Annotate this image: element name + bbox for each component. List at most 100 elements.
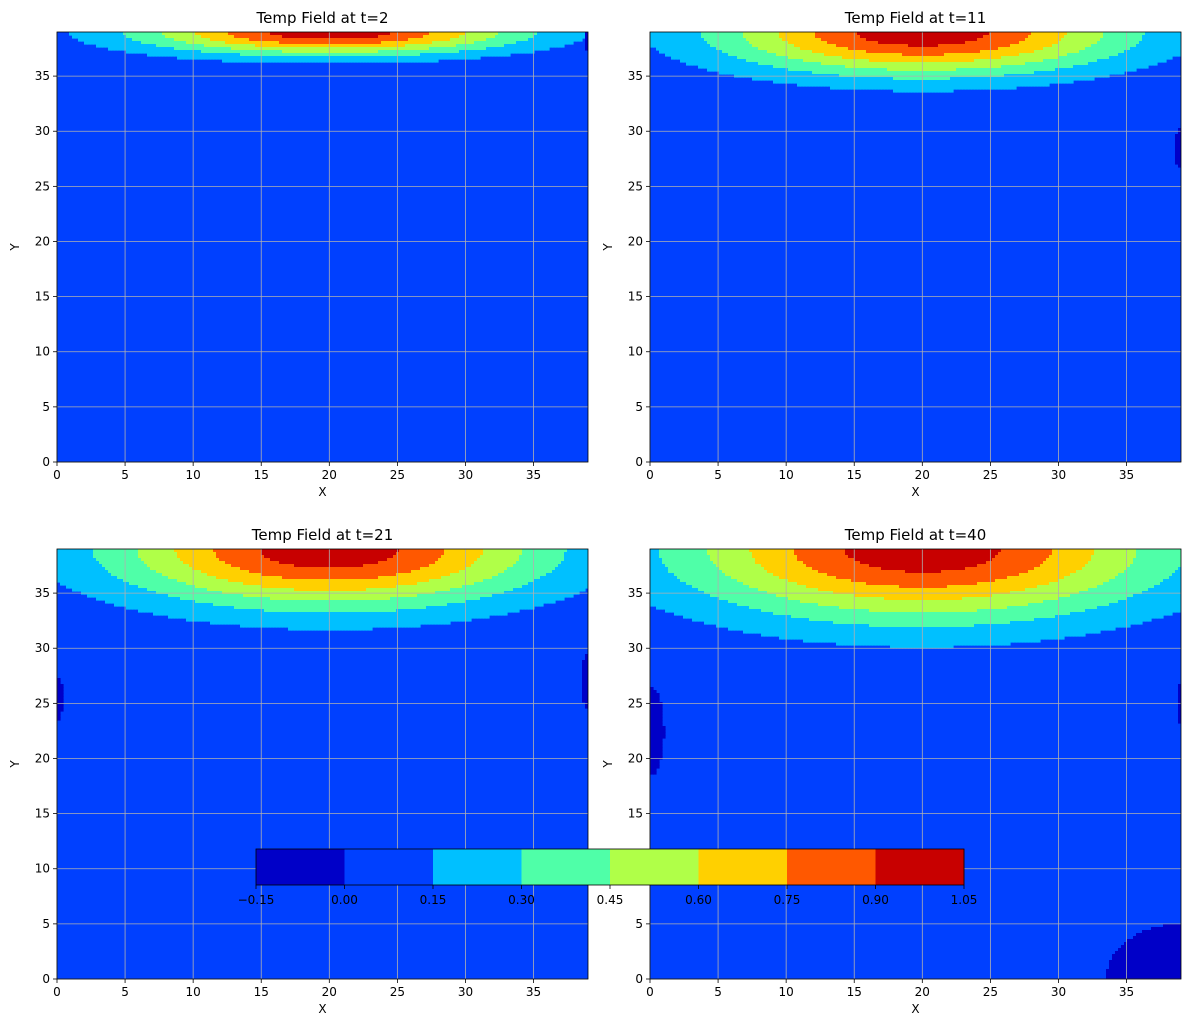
contour-cell (689, 59, 693, 63)
contour-cell (114, 44, 118, 48)
contour-cell (1166, 47, 1170, 51)
contour-cell (417, 47, 421, 51)
contour-cell (935, 65, 939, 69)
contour-cell (857, 50, 861, 54)
contour-cell (522, 50, 526, 54)
contour-cell (132, 38, 136, 42)
contour-cell (381, 44, 385, 48)
contour-cell (1067, 56, 1071, 60)
contour-cell (468, 555, 472, 559)
contour-cell (677, 47, 681, 51)
contour-cell (105, 555, 109, 559)
contour-cell (878, 38, 882, 42)
contour-cell (1058, 50, 1062, 54)
contour-cell (147, 552, 151, 556)
contour-cell (884, 65, 888, 69)
contour-cell (797, 44, 801, 48)
contour-cell (261, 44, 265, 48)
contour-cell (225, 47, 229, 51)
contour-cell (725, 38, 729, 42)
contour-cell (324, 555, 328, 559)
y-axis-label: Y (601, 243, 615, 252)
contour-cell (318, 47, 322, 51)
contour-cell (692, 50, 696, 54)
contour-cell (776, 56, 780, 60)
contour-cell (989, 53, 993, 57)
contour-cell (896, 47, 900, 51)
contour-cell (495, 38, 499, 42)
contour-cell (204, 53, 208, 57)
contour-cell (1004, 80, 1008, 84)
contour-cell (1019, 62, 1023, 66)
contour-cell (414, 552, 418, 556)
contour-cell (144, 558, 148, 562)
contour-cell (516, 38, 520, 42)
contour-cell (1148, 38, 1152, 42)
contour-cell (531, 552, 535, 556)
contour-cell (390, 38, 394, 42)
contour-cell (369, 549, 373, 553)
contour-cell (507, 47, 511, 51)
contour-cell (1055, 47, 1059, 51)
contour-cell (827, 47, 831, 51)
contour-cell (713, 59, 717, 63)
contour-cell (752, 56, 756, 60)
contour-cell (980, 50, 984, 54)
contour-cell (1049, 53, 1053, 57)
contour-cell (1118, 47, 1122, 51)
contour-cell (923, 56, 927, 60)
contour-cell (1073, 56, 1077, 60)
contour-cell (336, 59, 340, 63)
contour-cell (132, 44, 136, 48)
contour-cell (785, 62, 789, 66)
contour-cell (725, 47, 729, 51)
contour-cell (339, 555, 343, 559)
contour-cell (288, 35, 292, 39)
contour-cell (327, 552, 331, 556)
contour-cell (87, 41, 91, 45)
contour-cell (1151, 47, 1155, 51)
contour-cell (537, 555, 541, 559)
contour-cell (1142, 62, 1146, 66)
contour-cell (342, 44, 346, 48)
contour-cell (1043, 62, 1047, 66)
contour-cell (782, 59, 786, 63)
contour-cell (890, 56, 894, 60)
contour-cell (998, 47, 1002, 51)
x-tick-label: 15 (847, 468, 862, 482)
contour-cell (240, 59, 244, 63)
contour-cell (953, 83, 957, 87)
contour-cell (1055, 41, 1059, 45)
contour-cell (102, 552, 106, 556)
contour-cell (863, 59, 867, 63)
contour-cell (510, 44, 514, 48)
contour-cell (237, 59, 241, 63)
contour-cell (321, 47, 325, 51)
contour-cell (360, 53, 364, 57)
contour-cell (878, 80, 882, 84)
contour-cell (525, 41, 529, 45)
contour-cell (932, 77, 936, 81)
contour-cell (1118, 65, 1122, 69)
contour-cell (1025, 65, 1029, 69)
contour-cell (1115, 44, 1119, 48)
contour-cell (447, 44, 451, 48)
contour-cell (1094, 41, 1098, 45)
contour-cell (252, 44, 256, 48)
contour-cell (923, 65, 927, 69)
contour-cell (87, 32, 91, 36)
contour-cell (582, 549, 586, 553)
contour-cell (863, 83, 867, 87)
contour-cell (896, 62, 900, 66)
contour-cell (366, 555, 370, 559)
contour-cell (788, 77, 792, 81)
contour-cell (1013, 83, 1017, 87)
contour-cell (920, 47, 924, 51)
contour-cell (968, 44, 972, 48)
contour-cell (369, 47, 373, 51)
contour-cell (1064, 59, 1068, 63)
contour-cell (546, 44, 550, 48)
contour-cell (980, 53, 984, 57)
contour-cell (719, 38, 723, 42)
contour-cell (444, 44, 448, 48)
